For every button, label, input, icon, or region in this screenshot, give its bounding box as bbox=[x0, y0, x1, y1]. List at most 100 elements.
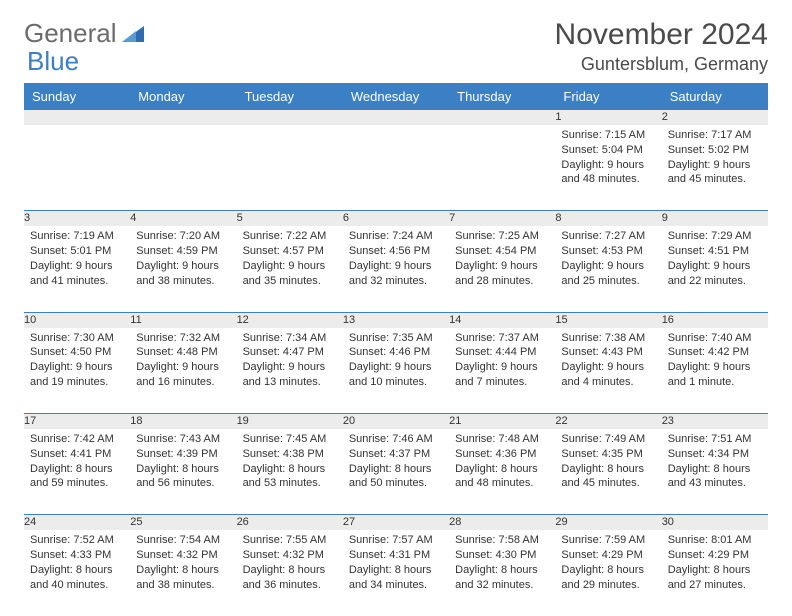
day-info-line: Sunrise: 7:22 AM bbox=[243, 229, 337, 244]
day-info-line: and 48 minutes. bbox=[561, 172, 655, 187]
day-body-cell: Sunrise: 7:49 AMSunset: 4:35 PMDaylight:… bbox=[555, 429, 661, 515]
day-body-cell bbox=[24, 125, 130, 211]
day-number-cell bbox=[130, 110, 236, 125]
day-info-line: Sunrise: 7:19 AM bbox=[30, 229, 124, 244]
day-info-line: and 13 minutes. bbox=[243, 375, 337, 390]
calendar-table: SundayMondayTuesdayWednesdayThursdayFrid… bbox=[24, 83, 768, 616]
day-info-line: Daylight: 9 hours bbox=[561, 360, 655, 375]
logo: General bbox=[24, 18, 146, 49]
day-info-line: and 36 minutes. bbox=[243, 578, 337, 593]
day-info-line: Sunrise: 7:24 AM bbox=[349, 229, 443, 244]
day-body-cell: Sunrise: 7:25 AMSunset: 4:54 PMDaylight:… bbox=[449, 226, 555, 312]
day-info-line: and 45 minutes. bbox=[668, 172, 762, 187]
title-block: November 2024 Guntersblum, Germany bbox=[555, 18, 768, 75]
day-info-line: Sunset: 4:44 PM bbox=[455, 345, 549, 360]
day-header: Friday bbox=[555, 83, 661, 110]
day-number-cell: 15 bbox=[555, 312, 661, 327]
day-info-line: and 19 minutes. bbox=[30, 375, 124, 390]
day-info-line: and 28 minutes. bbox=[455, 274, 549, 289]
day-number-cell bbox=[24, 110, 130, 125]
day-info-line: and 56 minutes. bbox=[136, 476, 230, 491]
day-info-line: Sunrise: 7:46 AM bbox=[349, 432, 443, 447]
day-info-line: and 59 minutes. bbox=[30, 476, 124, 491]
day-number-cell: 10 bbox=[24, 312, 130, 327]
day-body-cell bbox=[130, 125, 236, 211]
day-info-line: and 29 minutes. bbox=[561, 578, 655, 593]
day-info-line: Sunrise: 7:30 AM bbox=[30, 331, 124, 346]
day-info-line: and 1 minute. bbox=[668, 375, 762, 390]
day-info-line: Sunrise: 7:51 AM bbox=[668, 432, 762, 447]
day-number-cell: 9 bbox=[662, 211, 768, 226]
day-info-line: Sunrise: 7:35 AM bbox=[349, 331, 443, 346]
day-body-cell: Sunrise: 7:52 AMSunset: 4:33 PMDaylight:… bbox=[24, 530, 130, 616]
location: Guntersblum, Germany bbox=[555, 54, 768, 75]
day-info-line: Sunset: 4:37 PM bbox=[349, 447, 443, 462]
day-body-cell: Sunrise: 7:46 AMSunset: 4:37 PMDaylight:… bbox=[343, 429, 449, 515]
day-info-line: Sunrise: 7:15 AM bbox=[561, 128, 655, 143]
day-body-cell: Sunrise: 7:55 AMSunset: 4:32 PMDaylight:… bbox=[237, 530, 343, 616]
day-body-cell bbox=[449, 125, 555, 211]
day-info-line: Sunrise: 7:29 AM bbox=[668, 229, 762, 244]
day-info-line: Daylight: 9 hours bbox=[668, 360, 762, 375]
day-info-line: Sunset: 5:04 PM bbox=[561, 143, 655, 158]
day-info-line: Sunset: 5:02 PM bbox=[668, 143, 762, 158]
logo-triangle-icon bbox=[122, 26, 144, 42]
day-info-line: and 48 minutes. bbox=[455, 476, 549, 491]
day-info-line: Sunset: 4:48 PM bbox=[136, 345, 230, 360]
day-info-line: Sunset: 4:39 PM bbox=[136, 447, 230, 462]
day-info-line: Daylight: 9 hours bbox=[349, 259, 443, 274]
day-info-line: and 4 minutes. bbox=[561, 375, 655, 390]
day-info-line: Sunrise: 7:58 AM bbox=[455, 533, 549, 548]
day-info-line: and 45 minutes. bbox=[561, 476, 655, 491]
day-info-line: Daylight: 8 hours bbox=[136, 462, 230, 477]
day-body-cell: Sunrise: 7:30 AMSunset: 4:50 PMDaylight:… bbox=[24, 328, 130, 414]
day-info-line: Sunrise: 7:55 AM bbox=[243, 533, 337, 548]
day-info-line: Sunrise: 7:43 AM bbox=[136, 432, 230, 447]
day-number-cell: 16 bbox=[662, 312, 768, 327]
day-body-cell bbox=[237, 125, 343, 211]
day-info-line: and 7 minutes. bbox=[455, 375, 549, 390]
day-info-line: Daylight: 9 hours bbox=[30, 360, 124, 375]
day-info-line: Sunset: 4:36 PM bbox=[455, 447, 549, 462]
day-info-line: Sunrise: 7:25 AM bbox=[455, 229, 549, 244]
day-header: Saturday bbox=[662, 83, 768, 110]
day-info-line: Sunset: 4:41 PM bbox=[30, 447, 124, 462]
day-number-cell: 22 bbox=[555, 414, 661, 429]
day-info-line: Sunrise: 7:17 AM bbox=[668, 128, 762, 143]
day-number-cell: 13 bbox=[343, 312, 449, 327]
day-info-line: Sunrise: 7:40 AM bbox=[668, 331, 762, 346]
day-info-line: and 32 minutes. bbox=[349, 274, 443, 289]
day-body-cell: Sunrise: 7:20 AMSunset: 4:59 PMDaylight:… bbox=[130, 226, 236, 312]
day-info-line: Daylight: 8 hours bbox=[455, 563, 549, 578]
day-info-line: Daylight: 8 hours bbox=[243, 563, 337, 578]
day-number-cell: 21 bbox=[449, 414, 555, 429]
day-info-line: Sunset: 4:53 PM bbox=[561, 244, 655, 259]
day-body-cell: Sunrise: 7:17 AMSunset: 5:02 PMDaylight:… bbox=[662, 125, 768, 211]
day-info-line: and 22 minutes. bbox=[668, 274, 762, 289]
day-info-line: Sunset: 4:35 PM bbox=[561, 447, 655, 462]
day-info-line: Sunset: 4:54 PM bbox=[455, 244, 549, 259]
day-number-cell: 26 bbox=[237, 515, 343, 530]
day-header: Wednesday bbox=[343, 83, 449, 110]
day-number-cell: 2 bbox=[662, 110, 768, 125]
day-body-cell: Sunrise: 7:57 AMSunset: 4:31 PMDaylight:… bbox=[343, 530, 449, 616]
day-info-line: Daylight: 8 hours bbox=[243, 462, 337, 477]
month-title: November 2024 bbox=[555, 18, 768, 52]
day-number-cell bbox=[237, 110, 343, 125]
day-info-line: and 41 minutes. bbox=[30, 274, 124, 289]
day-number-cell: 28 bbox=[449, 515, 555, 530]
day-info-line: and 10 minutes. bbox=[349, 375, 443, 390]
day-info-line: Sunset: 4:50 PM bbox=[30, 345, 124, 360]
day-body-cell: Sunrise: 7:59 AMSunset: 4:29 PMDaylight:… bbox=[555, 530, 661, 616]
day-info-line: Sunset: 4:56 PM bbox=[349, 244, 443, 259]
day-info-line: and 32 minutes. bbox=[455, 578, 549, 593]
day-body-cell: Sunrise: 7:19 AMSunset: 5:01 PMDaylight:… bbox=[24, 226, 130, 312]
day-info-line: Sunset: 4:29 PM bbox=[561, 548, 655, 563]
day-info-line: Sunset: 4:59 PM bbox=[136, 244, 230, 259]
day-body-cell: Sunrise: 8:01 AMSunset: 4:29 PMDaylight:… bbox=[662, 530, 768, 616]
day-info-line: Daylight: 8 hours bbox=[30, 563, 124, 578]
day-info-line: Daylight: 9 hours bbox=[136, 259, 230, 274]
day-info-line: and 34 minutes. bbox=[349, 578, 443, 593]
day-info-line: Daylight: 8 hours bbox=[561, 563, 655, 578]
day-info-line: Sunrise: 7:52 AM bbox=[30, 533, 124, 548]
